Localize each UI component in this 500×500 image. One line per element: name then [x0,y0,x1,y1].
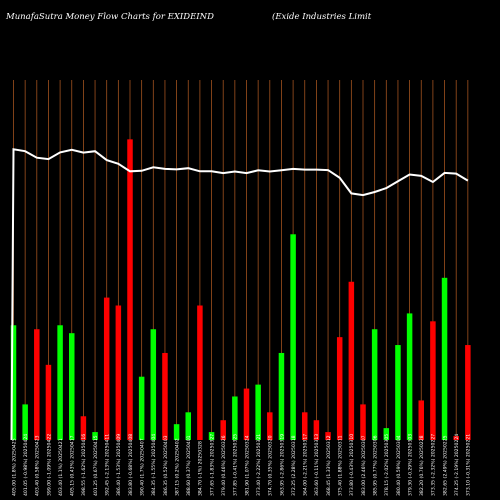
x-tick-label: 378.15 (-2.02%) 20250305 [384,434,390,496]
x-tick-label: 398.55 (-1.62%) 20250416 [81,434,87,496]
x-tick-label: 380.40 (0.59%) 20250304 [396,435,402,496]
x-tick-label: 363.60 (-0.11%) 20250313 [314,434,320,496]
x-tick-label: 372.25 (2.28%) 20250318 [291,435,297,496]
x-tick-label: 386.40 (-1.53%) 20250409 [116,434,122,496]
x-tick-label: 384.35 (-1.55%) 20250404 [151,434,157,496]
money-flow-bar [80,416,87,440]
money-flow-bar [162,352,168,440]
money-flow-bar [22,404,28,440]
x-tick-label: 388.60 (0.37%) 20250401 [186,435,192,496]
x-tick-label: 401.25 (0.67%) 20250415 [93,435,99,496]
money-flow-bar [57,325,63,440]
chart-title-company: (Exide Industries Limit [272,12,372,22]
money-flow-bar [138,376,145,440]
money-flow-bar [348,281,355,440]
money-flow-bar [325,432,331,440]
money-flow-bar [220,420,226,440]
money-flow-bar [197,305,203,440]
money-flow-bar [185,412,191,440]
x-tick-label: 373.80 (-0.43%) 20250310 [349,434,355,496]
money-flow-bar [255,384,261,440]
money-flow-bar [430,321,436,440]
money-flow-bar [10,325,17,440]
x-tick-label: 384.70 (-1%) 20250328 [198,441,204,496]
money-flow-bar [441,277,448,440]
money-flow-bar [150,329,157,440]
money-flow-bar [418,400,424,440]
money-flow-bar [127,139,133,440]
x-tick-label: 383.00 (2.46%) 20250307 [361,435,367,496]
x-tick-label: 390.40 (1.7%) 20250407 [139,438,145,496]
money-flow-bar [278,352,285,440]
x-tick-label: 368.45 (1.33%) 20250312 [326,435,332,496]
money-flow-bar [383,428,390,440]
money-flow-bar [453,436,459,440]
x-tick-labels: 405.00 (1.8%) 20250425 401.05 (-0.98%) 20… [11,434,471,496]
x-tick-label: 382.20 (0.76%) 20250228 [419,435,425,496]
money-flow-bar [232,396,238,440]
x-tick-label: 403.40 (1.1%) 20250421 [58,438,64,496]
x-tick-label: 375.40 (1.88%) 20250311 [338,435,344,496]
money-flow-bar [290,234,296,440]
x-tick-label: 386.35 (0.52%) 20250403 [163,435,169,496]
money-flow-bar [208,432,215,440]
money-flow-bar [406,313,413,440]
money-flow-bar [313,420,320,440]
money-flow-bar [243,388,250,440]
x-tick-label: 381.90 (1.07%) 20250324 [244,435,250,496]
money-flow-bar [302,412,308,440]
money-flow-bar [69,333,75,440]
x-tick-label: 373.40 (-2.22%) 20250321 [256,434,262,496]
money-flow-bar [173,424,180,440]
x-tick-label: 363.95 (-2.86%) 20250319 [279,434,285,496]
money-flow-bar [371,329,378,440]
x-tick-label: 403.40 (0.58%) 20250423 [35,435,41,496]
chart-title: MunafaSutra Money Flow Charts for EXIDEI… [6,12,214,22]
x-tick-label: 382.65 (2.49%) 20250225 [442,435,448,496]
money-flow-bars [10,139,471,440]
x-tick-label: 383.80 (-0.68%) 20250408 [128,434,134,496]
x-tick-label: 379.40 (0.46%) 20250326 [221,435,227,496]
money-flow-bar [103,297,110,440]
price-line [10,148,469,441]
money-flow-bar [115,305,122,440]
x-tick-label: 377.65 (-1.83%) 20250327 [209,434,215,496]
x-tick-label: 405.15 (0.43%) 20250417 [70,435,76,496]
x-tick-label: 387.15 (0.2%) 20250402 [174,438,180,496]
money-flow-bar [45,364,52,440]
x-tick-label: 364.00 (-2.21%) 20250317 [303,434,309,496]
x-tick-label: 401.05 (-0.98%) 20250424 [23,434,29,496]
x-tick-label: 385.95 (0.77%) 20250306 [372,435,378,496]
x-tick-label: 377.85 (-0.41%) 20250325 [233,434,239,496]
money-flow-bar [465,345,471,440]
money-flow-bar [336,337,343,440]
x-tick-label: 374.25 (-2.19%) 20250224 [454,434,460,496]
x-tick-label: 373.35 (-2.32%) 20250227 [431,434,437,496]
x-tick-label: 379.30 (-0.29%) 20250303 [407,434,413,496]
money-flow-bar [34,329,40,440]
money-flow-bar [360,404,366,440]
money-flow-bar [92,432,98,440]
money-flow-bar [267,412,273,440]
x-tick-label: 405.00 (1.8%) 20250425 [11,438,17,496]
x-tick-label: 373.10 (-0.31%) 20250221 [466,434,472,496]
x-tick-label: 392.45 (-2.13%) 20250411 [105,434,111,496]
money-flow-bar [395,345,401,440]
x-tick-label: 374.70 (0.35%) 20250320 [268,435,274,496]
x-tick-label: 399.00 (-1.09%) 20250422 [46,434,52,496]
